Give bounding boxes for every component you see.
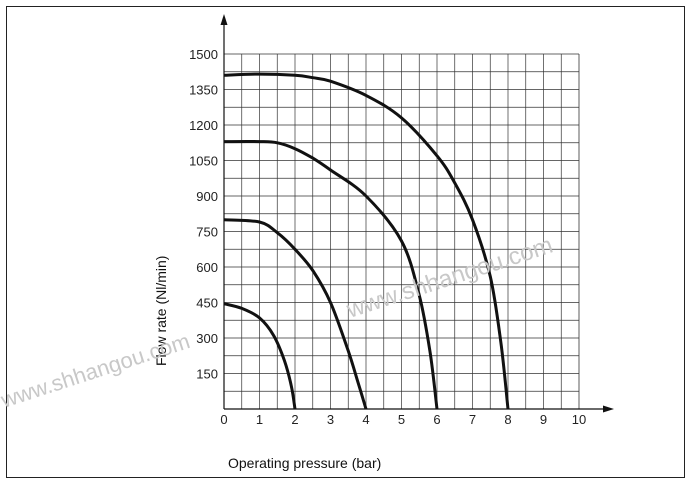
y-tick-label: 450 [196, 296, 218, 311]
x-tick-label: 7 [469, 412, 476, 427]
x-tick-label: 0 [220, 412, 227, 427]
axes [220, 14, 614, 413]
y-tick-label: 1350 [189, 83, 218, 98]
figure-frame [6, 6, 685, 478]
y-tick-label: 1050 [189, 154, 218, 169]
series-group [223, 72, 510, 410]
x-tick-label: 10 [572, 412, 586, 427]
x-tick-label: 5 [398, 412, 405, 427]
tick-labels: 0 1 2 3 4 5 6 7 8 9 10 150 300 450 600 750 900 1050 1200 13… [189, 47, 586, 427]
y-tick-label: 1200 [189, 118, 218, 133]
grid [224, 53, 580, 409]
x-tick-label: 2 [291, 412, 298, 427]
series-line-3 [223, 140, 439, 410]
y-axis-arrow [220, 14, 228, 25]
y-tick-label: 600 [196, 260, 218, 275]
watermark-text: www.shhangou.com [343, 232, 557, 324]
y-tick-label: 900 [196, 189, 218, 204]
x-tick-label: 4 [362, 412, 369, 427]
x-axis-label: Operating pressure (bar) [228, 455, 381, 471]
x-axis-arrow [603, 405, 614, 413]
y-axis-label: Flow rate (Nl/min) [153, 256, 169, 366]
watermark-text: www.shhangou.com [0, 328, 193, 413]
y-tick-label: 750 [196, 225, 218, 240]
x-tick-label: 1 [256, 412, 263, 427]
y-tick-label: 150 [196, 367, 218, 382]
x-tick-label: 9 [540, 412, 547, 427]
series-line-1 [223, 302, 297, 410]
y-tick-label: 1500 [189, 47, 218, 62]
x-tick-label: 3 [327, 412, 334, 427]
x-tick-label: 6 [433, 412, 440, 427]
x-tick-label: 8 [504, 412, 511, 427]
y-tick-label: 300 [196, 331, 218, 346]
series-line-2 [223, 218, 368, 410]
series-line-4 [223, 72, 510, 410]
